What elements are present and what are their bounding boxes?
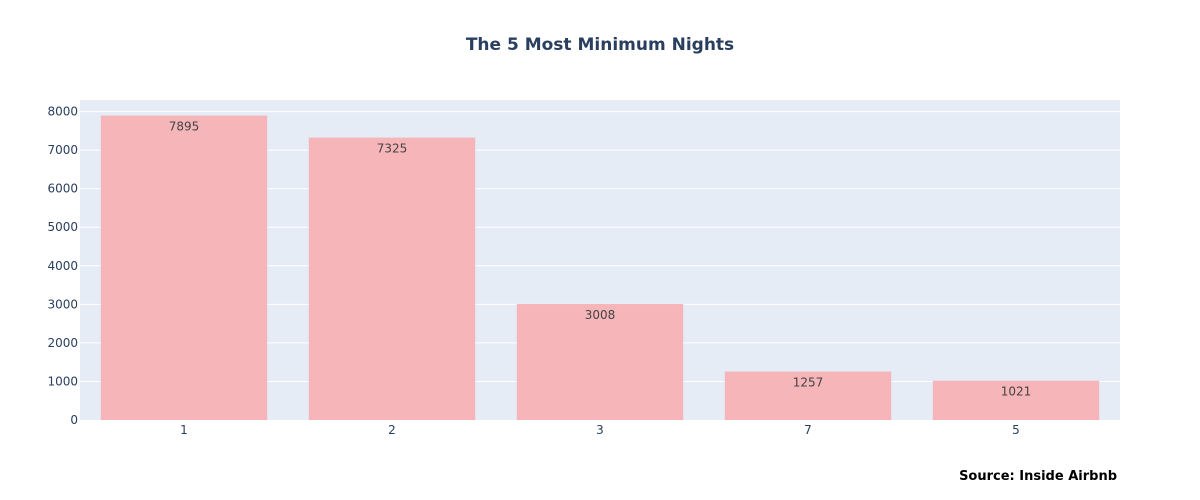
y-tick-label: 7000 [47, 143, 78, 157]
bar-value-label: 3008 [585, 308, 616, 322]
bar [932, 380, 1100, 420]
bars: 7895 7325 3008 1257 1021 [100, 115, 1100, 421]
chart-title: The 5 Most Minimum Nights [466, 35, 734, 55]
bar [724, 371, 892, 420]
y-tick-label: 8000 [47, 105, 78, 119]
source-annotation: Source: Inside Airbnb [959, 469, 1117, 484]
x-tick-label: 2 [388, 423, 396, 437]
y-axis: 0 1000 2000 3000 4000 5000 6000 7000 8000 [47, 105, 78, 427]
y-tick-label: 0 [70, 413, 78, 427]
bar [100, 115, 268, 421]
x-tick-label: 5 [1012, 423, 1020, 437]
bar-value-label: 1021 [1001, 385, 1032, 399]
bar-value-label: 7325 [377, 142, 408, 156]
bar-value-label: 1257 [793, 376, 824, 390]
bar [308, 137, 476, 420]
y-tick-label: 2000 [47, 336, 78, 350]
x-tick-label: 1 [180, 423, 188, 437]
bar-value-label: 7895 [169, 120, 200, 134]
y-tick-label: 5000 [47, 220, 78, 234]
bar [516, 304, 684, 420]
x-axis: 1 2 3 7 5 [180, 423, 1020, 437]
y-tick-label: 4000 [47, 259, 78, 273]
y-tick-label: 1000 [47, 374, 78, 388]
y-tick-label: 6000 [47, 182, 78, 196]
y-tick-label: 3000 [47, 297, 78, 311]
x-tick-label: 7 [804, 423, 812, 437]
x-tick-label: 3 [596, 423, 604, 437]
